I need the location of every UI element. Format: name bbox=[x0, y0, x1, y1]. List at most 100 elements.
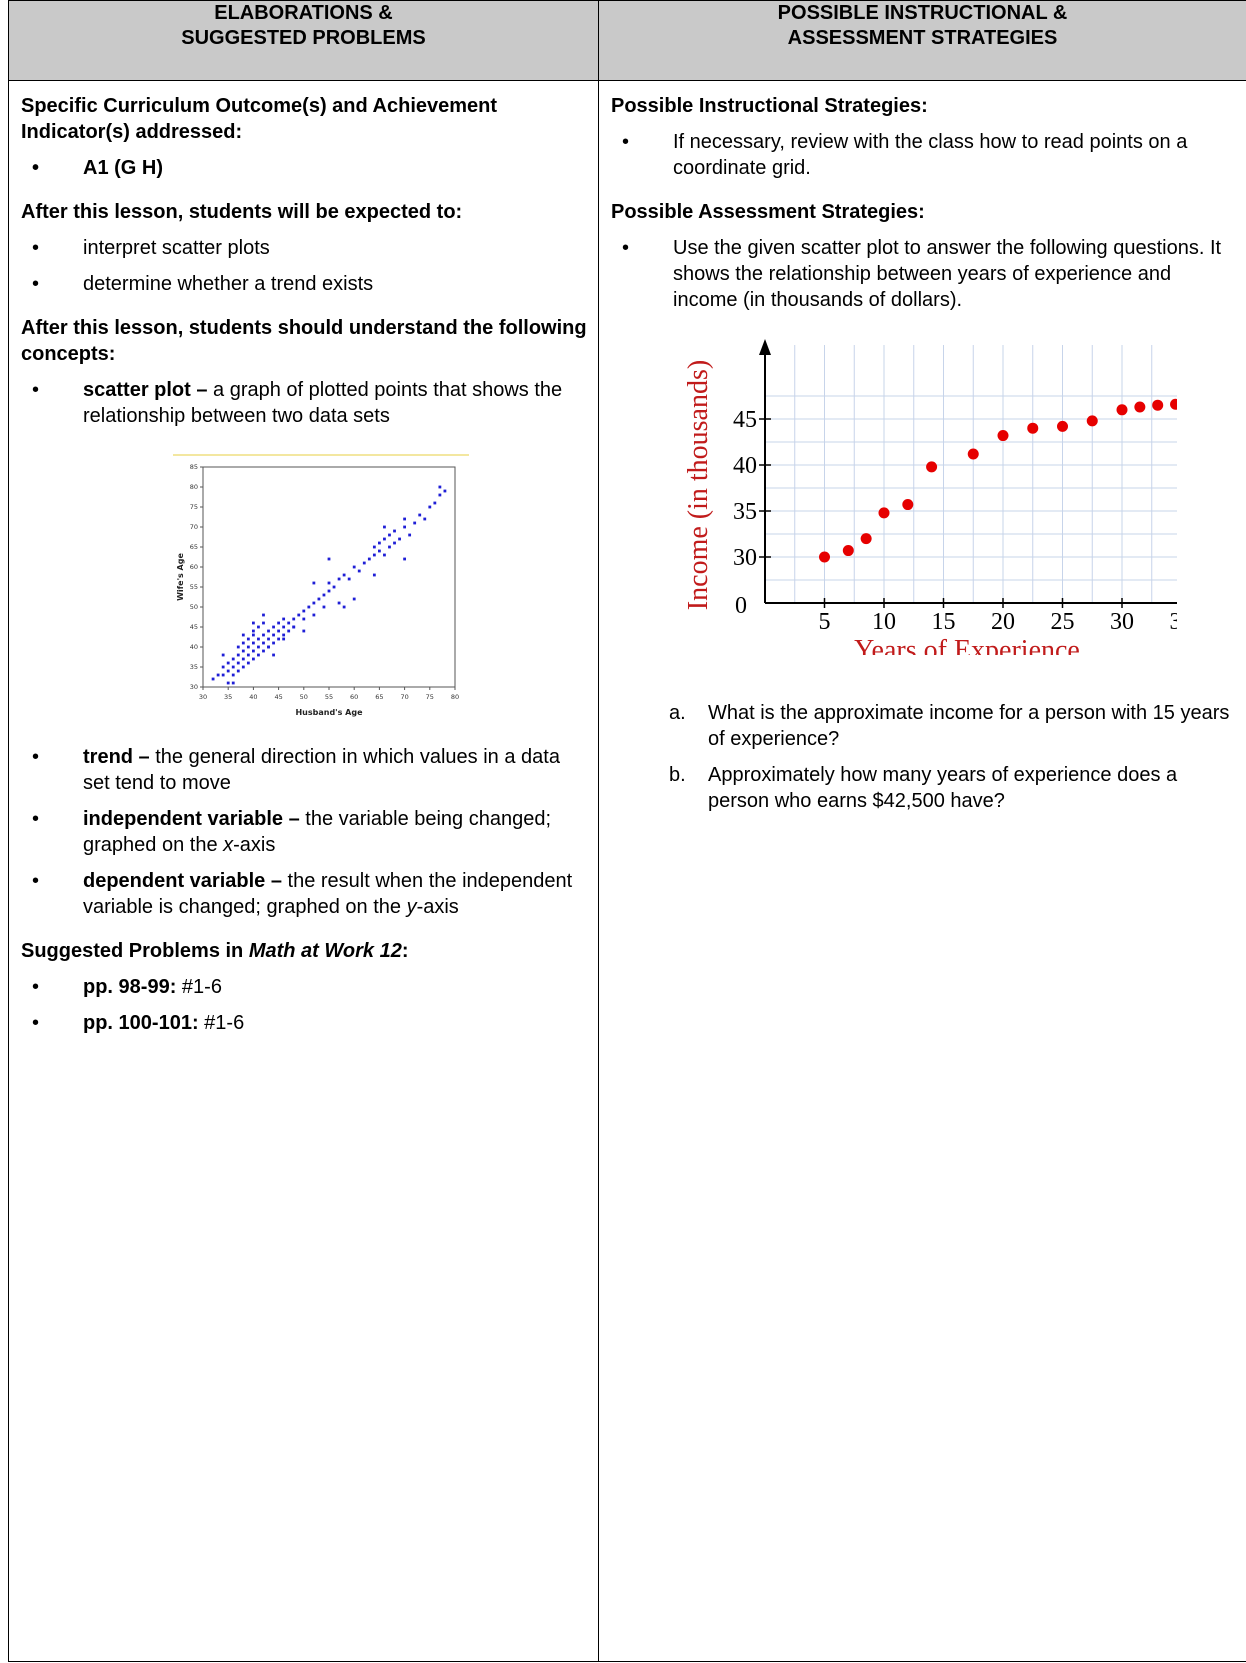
problems-heading-suffix: : bbox=[401, 940, 409, 962]
data-point bbox=[403, 517, 406, 521]
data-point bbox=[287, 629, 291, 633]
expected-heading: After this lesson, students will be expe… bbox=[21, 201, 463, 223]
data-point bbox=[241, 649, 245, 653]
x-tick-label: 50 bbox=[300, 693, 308, 701]
data-point bbox=[221, 673, 225, 677]
plot-area bbox=[202, 466, 456, 688]
data-point bbox=[1152, 399, 1164, 411]
x-tick-label: 60 bbox=[350, 693, 358, 701]
data-point bbox=[327, 557, 331, 561]
data-point bbox=[262, 621, 265, 625]
list-item: Use the given scatter plot to answer the… bbox=[611, 235, 1236, 313]
data-point bbox=[302, 609, 306, 613]
x-tick-label: 65 bbox=[375, 693, 383, 701]
data-point bbox=[819, 551, 830, 563]
data-point bbox=[231, 665, 235, 669]
data-point bbox=[226, 681, 230, 685]
question-text: Approximately how many years of experien… bbox=[708, 764, 1178, 812]
question-letter: b. bbox=[669, 764, 686, 786]
y-tick-label: 50 bbox=[190, 603, 198, 611]
x-tick-label: 35 bbox=[224, 693, 232, 701]
data-point bbox=[262, 649, 265, 653]
questions-list: a. What is the approximate income for a p… bbox=[611, 700, 1236, 814]
data-point bbox=[246, 645, 250, 649]
y-tick-label: 40 bbox=[190, 643, 198, 651]
right-header-line1: POSSIBLE INSTRUCTIONAL & bbox=[777, 2, 1068, 24]
y-tick-label: 35 bbox=[190, 663, 198, 671]
data-point bbox=[372, 545, 376, 549]
data-point bbox=[398, 537, 401, 541]
expected-list: interpret scatter plots determine whethe… bbox=[21, 235, 588, 297]
concept-term: scatter plot – bbox=[83, 379, 208, 401]
problem-items: #1-6 bbox=[176, 976, 222, 998]
data-point bbox=[267, 645, 270, 649]
curriculum-table: ELABORATIONS & SUGGESTED PROBLEMS POSSIB… bbox=[8, 0, 1246, 1662]
y-axis-label: Income (in thousands) bbox=[683, 360, 714, 610]
data-point bbox=[1134, 401, 1146, 413]
x-tick-label: 45 bbox=[274, 693, 282, 701]
left-header-line1: ELABORATIONS & bbox=[214, 2, 393, 24]
data-point bbox=[267, 637, 270, 641]
data-point bbox=[241, 641, 245, 645]
data-point bbox=[860, 533, 872, 545]
right-column: Possible Instructional Strategies: If ne… bbox=[598, 80, 1246, 1662]
data-point bbox=[357, 569, 361, 573]
x-tick-label: 5 bbox=[819, 609, 831, 635]
left-column: Specific Curriculum Outcome(s) and Achie… bbox=[8, 80, 599, 1662]
data-point bbox=[327, 589, 331, 593]
data-point bbox=[302, 617, 306, 621]
concept-item: scatter plot – a graph of plotted points… bbox=[21, 377, 588, 429]
data-point bbox=[878, 507, 890, 519]
list-item: determine whether a trend exists bbox=[21, 271, 588, 297]
income-experience-scatter-chart: 5 10 15 20 25 30 35 0 30 35 40 45 Years of Experienc… bbox=[683, 339, 1194, 666]
y-tick-label: 35 bbox=[733, 499, 757, 525]
data-point bbox=[221, 653, 225, 657]
data-point bbox=[252, 633, 255, 637]
data-point bbox=[378, 549, 381, 553]
data-point bbox=[257, 645, 260, 649]
data-point bbox=[282, 633, 286, 637]
list-item: A1 (G H) bbox=[21, 155, 588, 181]
data-point bbox=[393, 541, 396, 545]
x-tick-label: 70 bbox=[400, 693, 408, 701]
data-point bbox=[257, 625, 260, 629]
data-point bbox=[433, 501, 437, 505]
data-point bbox=[383, 553, 386, 557]
data-point bbox=[236, 653, 240, 657]
concept-definition: the variable being changed; graphed on t… bbox=[83, 808, 552, 856]
x-tick-label: 20 bbox=[991, 609, 1015, 635]
data-point bbox=[403, 525, 406, 529]
data-point bbox=[292, 625, 296, 629]
data-point bbox=[241, 665, 245, 669]
data-point bbox=[282, 625, 286, 629]
data-point bbox=[282, 617, 286, 621]
y-tick-label: 55 bbox=[190, 583, 198, 591]
instructional-heading: Possible Instructional Strategies: bbox=[611, 95, 928, 117]
data-point bbox=[267, 629, 270, 633]
data-point bbox=[277, 621, 280, 625]
x-axis-label: Husband's Age bbox=[295, 708, 363, 717]
question-item: a. What is the approximate income for a p… bbox=[611, 700, 1236, 752]
data-point bbox=[252, 621, 255, 625]
y-axis-label: Wife's Age bbox=[176, 553, 185, 601]
question-text: What is the approximate income for a per… bbox=[708, 702, 1230, 750]
data-point bbox=[842, 545, 854, 557]
y-tick-label: 75 bbox=[190, 503, 198, 511]
x-tick-label: 25 bbox=[1051, 609, 1075, 635]
data-point bbox=[236, 645, 240, 649]
data-point bbox=[292, 617, 296, 621]
concept-item: dependent variable – the result when the… bbox=[21, 868, 588, 920]
y-axis-arrow bbox=[759, 339, 771, 355]
concept-definition: the general direction in which values in… bbox=[83, 746, 560, 794]
list-item: If necessary, review with the class how … bbox=[611, 129, 1236, 181]
right-header-line2: ASSESSMENT STRATEGIES bbox=[787, 27, 1058, 49]
data-point bbox=[383, 537, 386, 541]
x-tick-label: 30 bbox=[1110, 609, 1134, 635]
data-point bbox=[252, 657, 255, 661]
y-tick-label: 45 bbox=[733, 407, 757, 433]
data-point bbox=[1116, 404, 1128, 416]
data-point bbox=[347, 577, 351, 581]
data-point bbox=[428, 505, 432, 509]
x-axis-label: Years of Experience bbox=[854, 635, 1080, 655]
data-point bbox=[997, 430, 1009, 442]
